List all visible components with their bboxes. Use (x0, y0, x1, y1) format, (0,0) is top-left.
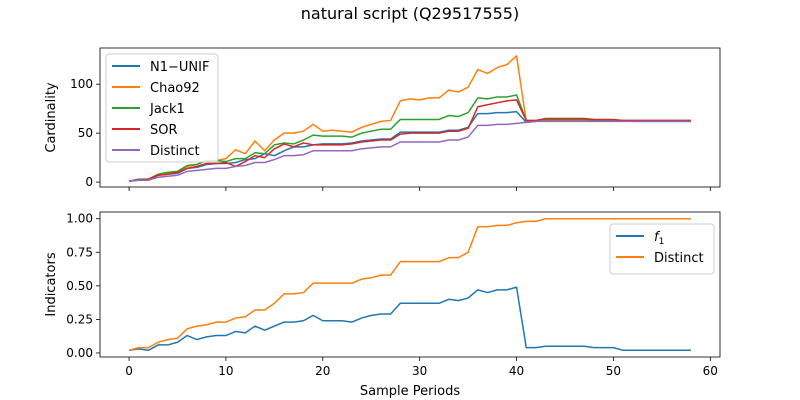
x-tick-label: 0 (125, 364, 133, 378)
y-axis-label: Indicators (44, 252, 59, 316)
x-tick-label: 20 (315, 364, 330, 378)
y-tick-label: 50 (78, 126, 93, 140)
series-line-4 (128, 99, 691, 182)
axes-frame (99, 211, 721, 358)
y-axis-label: Cardinality (44, 82, 59, 153)
legend-label: N1−UNIF (150, 60, 209, 75)
series-line-3 (128, 94, 691, 182)
legend: N1−UNIF Chao92 Jack1 SOR Distinct (105, 53, 219, 163)
x-tick-label: 50 (606, 364, 621, 378)
y-tick-label: 0.75 (66, 245, 93, 259)
legend-label: SOR (150, 123, 178, 138)
legend-label: Chao92 (150, 81, 200, 96)
x-tick-label: 40 (509, 364, 524, 378)
series-line-1 (128, 286, 691, 352)
y-tick-label: 0 (85, 175, 93, 189)
y-tick-label: 1.00 (66, 212, 93, 226)
legend: f1 Distinct (609, 223, 715, 275)
legend-label: Distinct (654, 251, 704, 266)
series-line-2 (128, 217, 691, 352)
subplot-1: 0 50 100 Cardinality N1−UNIF Chao92 Jack1 SOR Di… (44, 47, 721, 191)
y-tick-label: 0.00 (66, 346, 93, 360)
legend-box (105, 53, 219, 163)
legend-label: Jack1 (149, 102, 185, 117)
y-tick-label: 0.25 (66, 312, 93, 326)
y-tick-label: 100 (70, 77, 93, 91)
legend-label: Distinct (150, 144, 200, 159)
x-tick-label: 10 (218, 364, 233, 378)
x-tick-label: 30 (412, 364, 427, 378)
axes-frame (99, 47, 721, 188)
x-tick-label: 60 (703, 364, 718, 378)
legend-label: f1 (654, 230, 664, 247)
figure-title: natural script (Q29517555) (301, 4, 519, 23)
series-line-5 (128, 120, 691, 182)
subplot-2: 0 10 20 30 40 50 60 0.00 0.25 0.50 0.75 1.00 Indicat… (44, 211, 721, 399)
x-axis-label: Sample Periods (360, 384, 460, 399)
legend-box (609, 223, 715, 275)
y-tick-label: 0.50 (66, 279, 93, 293)
